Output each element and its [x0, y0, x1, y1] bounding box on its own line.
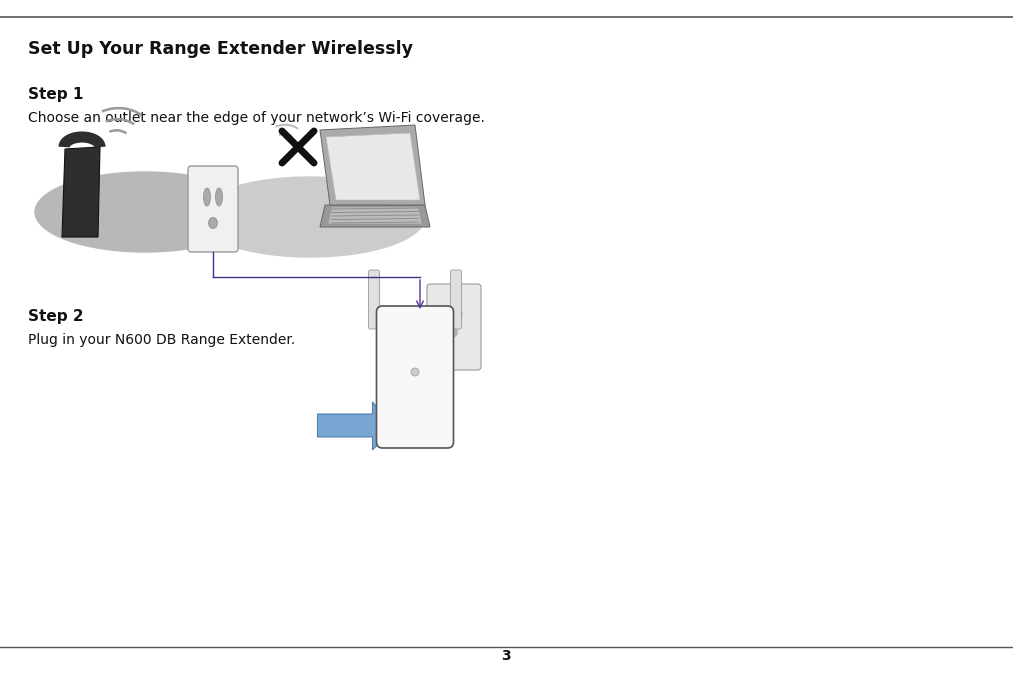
Polygon shape	[328, 207, 422, 224]
Ellipse shape	[209, 217, 218, 229]
Text: Set Up Your Range Extender Wirelessly: Set Up Your Range Extender Wirelessly	[28, 40, 413, 58]
FancyBboxPatch shape	[188, 166, 238, 252]
Text: Step 1: Step 1	[28, 87, 83, 102]
Ellipse shape	[204, 188, 211, 206]
Polygon shape	[326, 133, 420, 200]
Text: Step 2: Step 2	[28, 309, 84, 324]
Ellipse shape	[446, 306, 452, 322]
Circle shape	[411, 368, 419, 376]
Polygon shape	[317, 402, 394, 450]
FancyBboxPatch shape	[427, 284, 481, 370]
Ellipse shape	[35, 172, 255, 252]
Polygon shape	[320, 125, 425, 205]
Text: 3: 3	[501, 649, 511, 663]
Ellipse shape	[456, 306, 462, 322]
Ellipse shape	[451, 328, 458, 336]
Text: Plug in your N600 DB Range Extender.: Plug in your N600 DB Range Extender.	[28, 333, 295, 347]
Polygon shape	[320, 205, 430, 227]
Ellipse shape	[216, 188, 223, 206]
FancyBboxPatch shape	[369, 270, 380, 329]
Ellipse shape	[194, 177, 425, 257]
Polygon shape	[62, 147, 100, 237]
FancyBboxPatch shape	[377, 306, 454, 448]
Text: Choose an outlet near the edge of your network’s Wi-Fi coverage.: Choose an outlet near the edge of your n…	[28, 111, 485, 125]
FancyBboxPatch shape	[451, 270, 462, 329]
